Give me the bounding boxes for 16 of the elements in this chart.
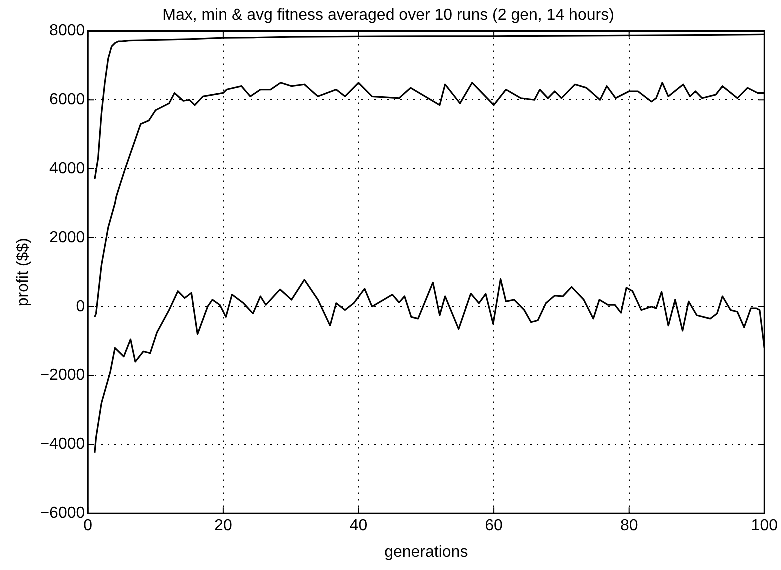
chart-title: Max, min & avg fitness averaged over 10 runs (2 gen, 14 hours) [162,7,614,24]
y-tick-label: 6000 [50,92,86,109]
x-axis-title: generations [384,544,468,561]
x-tick-label: 100 [751,518,778,535]
y-tick-label: 8000 [50,22,86,40]
y-tick-label: −4000 [40,436,86,454]
y-tick-label: −2000 [40,367,86,384]
y-axis-title: profit ($$) [15,238,32,307]
y-tick-label: −6000 [40,505,86,522]
x-tick-label: 60 [485,518,504,535]
y-tick-label: 2000 [50,229,86,246]
y-tick-label: 0 [76,298,86,316]
x-tick-label: 80 [620,518,638,535]
x-tick-label: 40 [350,518,368,535]
y-tick-label: 4000 [50,160,86,178]
x-tick-label: 20 [214,518,232,535]
